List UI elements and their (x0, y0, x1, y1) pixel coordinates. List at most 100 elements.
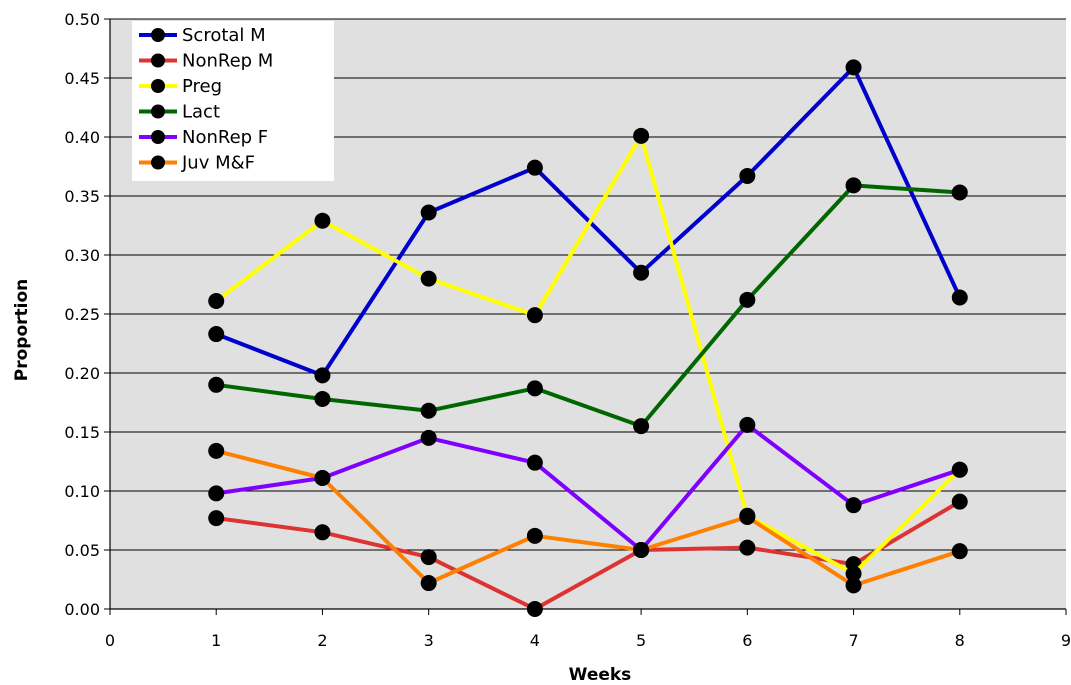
legend-item: NonRep M (139, 51, 273, 72)
data-point (314, 524, 331, 541)
data-point (845, 497, 862, 514)
legend-box (132, 21, 334, 181)
x-tick-label: 4 (530, 631, 540, 650)
data-point (633, 542, 650, 558)
y-tick-label: 0.50 (64, 10, 100, 29)
data-point (526, 454, 543, 471)
data-point (633, 264, 650, 281)
y-tick-label: 0.40 (64, 128, 100, 147)
y-tick-label: 0.35 (64, 187, 100, 206)
y-axis-title: Proportion (12, 279, 32, 382)
data-point (208, 510, 225, 527)
data-point (208, 326, 225, 343)
legend-label: Juv M&F (181, 153, 255, 174)
legend-label: NonRep M (182, 51, 273, 72)
data-point (526, 380, 543, 397)
y-tick-label: 0.15 (64, 423, 100, 442)
legend-item: Preg (139, 76, 222, 97)
data-point (845, 565, 862, 582)
data-point (845, 177, 862, 194)
legend-label: NonRep F (182, 127, 268, 148)
data-point (420, 429, 437, 446)
series-line (215, 499, 961, 611)
x-axis-ticks: 0 1 2 3 4 5 6 7 8 9 (105, 609, 1071, 650)
data-point (526, 159, 543, 176)
data-point (526, 527, 543, 544)
data-point (845, 577, 862, 594)
data-point (739, 508, 756, 525)
x-tick-label: 7 (848, 631, 858, 650)
y-tick-label: 0.20 (64, 364, 100, 383)
data-point (739, 291, 756, 308)
series-line (215, 422, 961, 552)
data-point (208, 485, 225, 502)
data-point (314, 367, 331, 384)
data-point (951, 543, 968, 560)
legend-item: NonRep F (139, 127, 268, 148)
data-point (314, 470, 331, 487)
data-point (526, 307, 543, 324)
y-tick-label: 0.30 (64, 246, 100, 265)
data-point (951, 493, 968, 510)
data-point (526, 601, 543, 617)
x-tick-label: 6 (742, 631, 752, 650)
data-point (420, 204, 437, 221)
data-point (420, 270, 437, 287)
legend-marker (151, 155, 165, 170)
y-tick-label: 0.45 (64, 69, 100, 88)
x-tick-label: 5 (636, 631, 646, 650)
legend-marker (151, 53, 165, 68)
data-point (314, 212, 331, 229)
data-point (208, 442, 225, 459)
legend: Scrotal M NonRep M Preg Lact NonRep F Juv M&F (132, 21, 334, 181)
y-tick-label: 0.10 (64, 482, 100, 501)
y-tick-label: 0.25 (64, 305, 100, 324)
legend-label: Preg (182, 76, 222, 97)
data-point (951, 461, 968, 478)
x-tick-label: 9 (1061, 631, 1071, 650)
legend-marker (151, 104, 165, 119)
series-line (215, 65, 962, 378)
legend-marker (151, 79, 165, 93)
data-point (208, 376, 225, 393)
series (208, 442, 968, 594)
data-point (739, 416, 756, 433)
data-point (420, 549, 437, 566)
series-group (208, 59, 968, 617)
y-tick-label: 0.05 (64, 541, 100, 560)
x-tick-label: 3 (424, 631, 434, 650)
legend-label: Scrotal M (182, 25, 266, 46)
series (208, 416, 968, 558)
series (208, 493, 968, 617)
legend-item: Lact (139, 102, 220, 123)
data-point (633, 127, 650, 144)
x-tick-label: 0 (105, 631, 115, 650)
series-line (214, 133, 962, 576)
legend-item: Juv M&F (139, 153, 255, 174)
data-point (739, 167, 756, 184)
data-point (633, 418, 650, 435)
legend-marker (151, 130, 165, 144)
data-point (845, 59, 862, 76)
series-line (215, 448, 961, 588)
x-tick-label: 2 (317, 631, 327, 650)
legend-item: Scrotal M (139, 25, 266, 46)
data-point (951, 289, 968, 306)
series (208, 59, 968, 384)
data-point (951, 184, 968, 201)
legend-label: Lact (182, 102, 220, 123)
x-tick-label: 8 (955, 631, 965, 650)
x-axis-title: Weeks (569, 665, 632, 685)
data-point (208, 293, 225, 310)
legend-marker (151, 28, 165, 42)
series-line (215, 183, 960, 429)
x-tick-label: 1 (211, 631, 221, 650)
data-point (739, 539, 756, 556)
y-tick-label: 0.00 (64, 600, 100, 619)
data-point (420, 575, 437, 592)
series (208, 177, 968, 435)
data-point (420, 402, 437, 419)
y-axis-ticks: 0.00 0.05 0.10 0.15 0.20 0.25 0.30 0.35 0.40 0.45… (64, 10, 110, 619)
